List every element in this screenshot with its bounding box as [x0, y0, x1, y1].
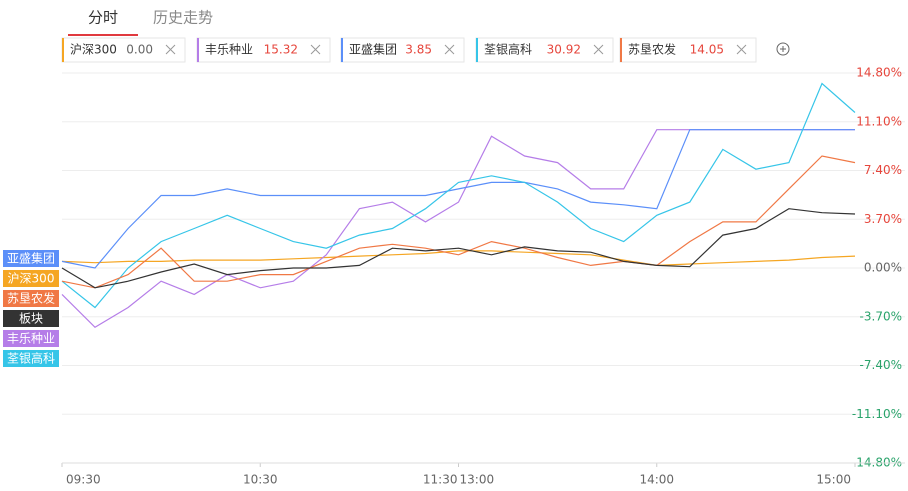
legend-name: 苏垦农发	[628, 42, 676, 57]
legend-swatch	[197, 38, 199, 62]
legend-close[interactable]	[444, 44, 455, 55]
legend-swatch	[476, 38, 478, 62]
legend-swatch	[341, 38, 343, 62]
series-line	[61, 82, 856, 309]
legend-close[interactable]	[593, 44, 604, 55]
series-tag	[3, 310, 59, 327]
series-tag-label: 板块	[19, 312, 43, 326]
legend-value: 0.00	[126, 43, 153, 57]
series-line	[61, 155, 856, 289]
series-tag-label: 亚盛集团	[7, 251, 55, 266]
legend-name: 沪深300	[70, 43, 117, 57]
y-tick-label: 14.80%	[856, 66, 902, 80]
y-tick-label: 7.40%	[864, 163, 902, 177]
x-tick-label: 15:00	[816, 473, 851, 487]
tab[interactable]: 历史走势	[153, 9, 213, 27]
x-tick-label: 09:30	[66, 473, 101, 487]
y-tick-label: -3.70%	[860, 309, 902, 323]
series-tag-label: 沪深300	[8, 272, 55, 286]
y-tick-label: 11.10%	[856, 114, 902, 128]
legend-swatch	[62, 38, 64, 62]
y-tick-label: -7.40%	[860, 358, 902, 372]
legend-chip[interactable]	[196, 37, 331, 63]
legend-swatch	[620, 38, 622, 62]
series-line	[61, 250, 856, 267]
y-tick-label: -11.10%	[852, 407, 902, 421]
add-button[interactable]	[776, 42, 790, 56]
series-tag	[3, 250, 59, 267]
legend-name: 丰乐种业	[205, 43, 253, 57]
series-line	[61, 208, 856, 289]
legend-value: 30.92	[547, 43, 581, 57]
add-icon	[780, 46, 786, 52]
x-tick-label: 11:30	[423, 473, 458, 487]
legend-value: 14.05	[690, 43, 724, 57]
legend-close[interactable]	[736, 44, 747, 55]
series-tag-label: 苏垦农发	[7, 291, 55, 306]
series-line	[61, 129, 855, 329]
x-tick-label: 14:00	[639, 473, 674, 487]
series-tag	[3, 330, 59, 347]
x-tick-label: 10:30	[243, 473, 278, 487]
legend-value: 3.85	[405, 43, 432, 57]
x-tick-label: 13:00	[460, 473, 495, 487]
legend-close[interactable]	[310, 44, 321, 55]
legend-name: 亚盛集团	[349, 42, 397, 57]
series-tag-label: 荃银高科	[7, 351, 55, 366]
legend-chip[interactable]	[340, 37, 465, 63]
y-tick-label: 0.00%	[864, 261, 902, 275]
series-tag	[3, 270, 59, 287]
series-tag	[3, 290, 59, 307]
legend-chip[interactable]	[619, 37, 757, 63]
series-line	[61, 129, 855, 269]
tab-active[interactable]: 分时	[88, 9, 118, 27]
y-tick-label: 3.70%	[864, 212, 902, 226]
legend-chip[interactable]	[475, 37, 614, 63]
series-tag	[3, 350, 59, 367]
legend-name: 荃银高科	[484, 42, 532, 57]
legend-value: 15.32	[264, 43, 298, 57]
series-tag-label: 丰乐种业	[7, 332, 55, 346]
legend-close[interactable]	[165, 44, 176, 55]
legend: 沪深300 0.00 丰乐种业 15.32 亚盛集团 3.85 荃银高科 30.92 苏垦农发 1…	[61, 37, 757, 63]
tab-underline	[68, 34, 138, 36]
